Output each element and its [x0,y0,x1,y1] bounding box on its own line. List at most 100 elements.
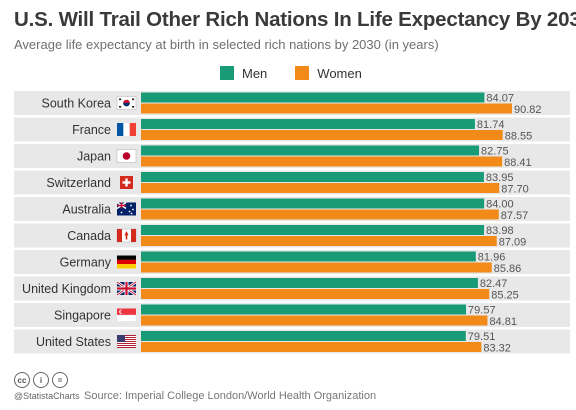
canada-flag-left-band [117,229,122,242]
source-note: Source: Imperial College London/World He… [84,390,377,402]
bar-women [141,236,497,246]
australia-flag-cross [117,202,126,209]
united-states-flag-stripe [117,345,136,346]
bar-women [141,289,490,299]
france-flag [117,123,124,136]
value-label-men: 79.57 [468,305,496,317]
value-label-men: 81.74 [477,119,505,131]
japan-flag-sun [122,152,131,160]
chart-subtitle: Average life expectancy at birth in sele… [14,37,439,52]
bar-women [141,183,500,193]
australia-flag-star [130,204,132,207]
category-label: Australia [62,203,111,217]
value-label-women: 88.55 [505,131,533,143]
bar-men [141,92,485,103]
category-label: Switzerland [46,176,111,190]
germany-flag-red [117,259,136,265]
bar-women [141,315,488,326]
germany-flag [117,255,136,260]
category-label: United States [36,335,111,349]
value-label-women: 88.41 [504,157,532,169]
france-flag-red [129,123,136,136]
singapore-flag-white [116,314,137,322]
united-states-flag-canton [117,335,125,342]
creative-commons-icon: cc [14,372,30,388]
bar-men [141,172,484,182]
bar-women [141,262,492,273]
footer: cc i = @StatistaCharts Source: Imperial … [14,372,534,406]
bar-men [141,278,478,288]
australia-flag-star [130,212,133,215]
chart-legend: Men Women [220,63,390,83]
legend-swatch-men [220,66,234,80]
value-label-men: 82.47 [480,278,508,290]
france-flag-white [123,123,130,136]
bar-men [141,251,476,262]
category-label: Germany [60,256,112,270]
bar-women [141,130,503,140]
category-label: South Korea [42,97,112,111]
value-label-women: 87.09 [499,237,527,249]
united-states-flag-stripe [117,339,136,340]
bar-women [141,342,482,352]
category-label: Canada [67,229,111,243]
value-label-men: 83.98 [486,225,514,237]
bar-women [141,103,512,114]
no-derivatives-icon: = [52,372,68,388]
south-korea-flag-trigram [119,106,122,108]
south-korea-flag-trigram [119,98,122,101]
value-label-men: 81.96 [478,252,506,264]
canada-flag-right-band [131,229,136,242]
canada-flag-maple-leaf [124,231,129,240]
value-label-women: 90.82 [514,104,542,116]
germany-flag-gold [117,264,136,269]
category-label: France [72,123,111,137]
category-label: Japan [77,150,111,164]
bar-men [141,198,485,209]
value-label-women: 87.70 [501,184,529,196]
category-label: United Kingdom [22,282,111,296]
statista-handle: @StatistaCharts [14,391,80,401]
united-states-flag-stripe [117,343,136,344]
united-states-flag-stripe [117,347,136,348]
category-label: Singapore [54,309,111,323]
value-label-women: 84.81 [489,316,517,328]
value-label-women: 85.86 [494,263,522,275]
bar-women [141,156,503,167]
value-label-women: 87.57 [501,210,529,222]
bar-women [141,209,499,220]
united-states-flag-stripe [117,337,136,338]
bar-men [141,225,485,235]
south-korea-flag-taegeuk-blue [123,103,130,107]
legend-label-men: Men [242,65,268,81]
legend-label-women: Women [317,65,362,81]
south-korea-flag-trigram [132,98,135,101]
australia-flag-star [132,208,134,211]
license-icons: cc i = [14,372,71,388]
bar-men [141,331,466,341]
legend-swatch-women [295,66,310,80]
value-label-men: 84.07 [486,93,514,105]
bar-men [141,304,467,315]
singapore-flag [117,308,136,315]
value-label-men: 84.00 [486,199,514,211]
value-label-men: 79.51 [468,331,496,343]
legend-item-women: Women [295,66,362,81]
legend-item-men: Men [220,66,267,81]
value-label-men: 82.75 [481,146,509,158]
bar-men [141,119,475,129]
value-label-women: 83.32 [483,343,511,355]
united-states-flag-stripe [117,335,136,336]
value-label-men: 83.95 [486,172,514,184]
bar-men [141,145,480,156]
australia-flag-star [128,210,131,213]
australia-flag-star [120,211,123,214]
south-korea-flag-trigram [132,106,135,108]
chart-title: U.S. Will Trail Other Rich Nations In Li… [14,8,576,31]
attribution-icon: i [33,372,49,388]
united-kingdom-flag-cross-red [117,282,136,295]
united-states-flag-stripe [117,341,136,342]
value-label-women: 85.25 [491,290,519,302]
switzerland-flag-cross-h [122,181,131,184]
